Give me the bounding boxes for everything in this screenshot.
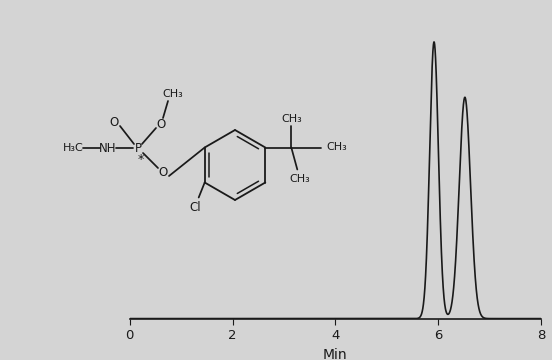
- Text: CH₃: CH₃: [289, 174, 310, 184]
- Text: CH₃: CH₃: [326, 143, 347, 153]
- Text: CH₃: CH₃: [163, 89, 183, 99]
- Text: Cl: Cl: [189, 201, 200, 214]
- Text: NH: NH: [99, 141, 117, 154]
- Text: O: O: [109, 116, 119, 129]
- Text: CH₃: CH₃: [281, 113, 302, 123]
- Text: P: P: [135, 141, 141, 154]
- Text: O: O: [156, 117, 166, 130]
- Text: O: O: [158, 166, 168, 179]
- X-axis label: Min: Min: [323, 347, 348, 360]
- Text: *: *: [138, 153, 144, 166]
- Text: H₃C: H₃C: [62, 143, 83, 153]
